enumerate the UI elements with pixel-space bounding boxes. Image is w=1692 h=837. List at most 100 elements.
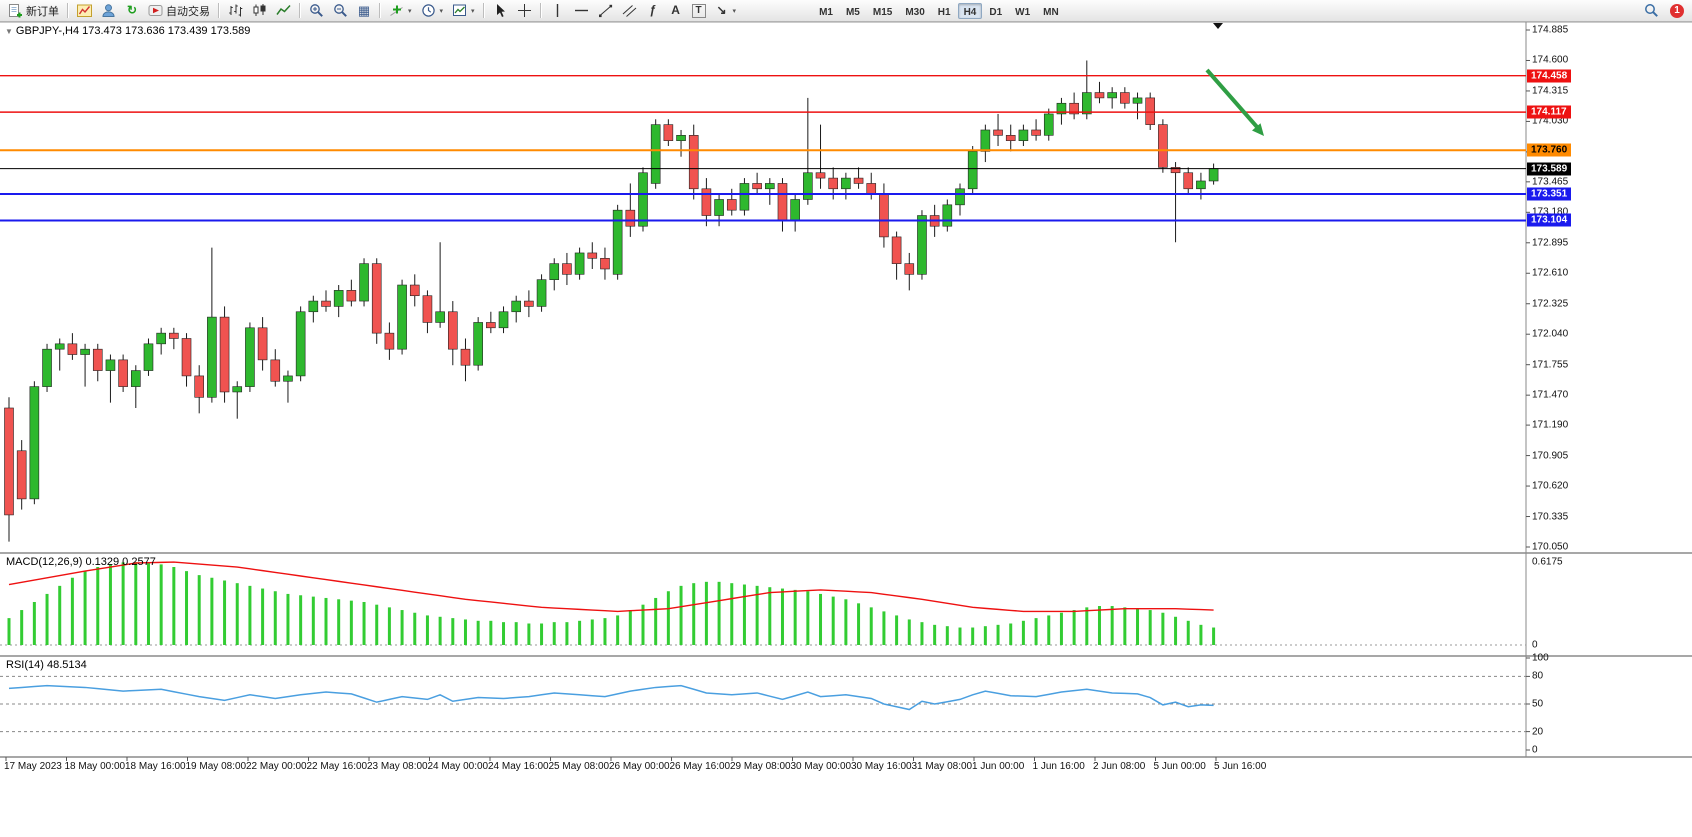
price-tick-label: 172.325 xyxy=(1532,298,1569,310)
new-order-icon xyxy=(8,3,23,18)
timeframe-button-H4[interactable]: H4 xyxy=(957,2,983,19)
price-badge-173.760: 173.760 xyxy=(1527,143,1572,157)
channel-tool-button[interactable] xyxy=(618,1,641,20)
price-tick-label: 170.905 xyxy=(1532,450,1569,462)
main-chart-plot-area[interactable] xyxy=(0,22,1526,553)
time-axis-label: 23 May 08:00 xyxy=(367,761,428,772)
price-tick-label: 171.190 xyxy=(1532,419,1569,431)
price-tick-label: 171.470 xyxy=(1532,389,1569,401)
templates-icon xyxy=(452,3,467,18)
text-label-tool-button[interactable]: T xyxy=(688,1,710,20)
toolbar-separator xyxy=(539,3,542,18)
charts-button[interactable] xyxy=(73,1,96,20)
macd-axis-label: 0 xyxy=(1532,639,1538,651)
refresh-button[interactable]: ↻ xyxy=(121,1,143,20)
price-tick-label: 174.315 xyxy=(1532,85,1569,97)
arrow-tool-icon: ↘ xyxy=(716,3,727,17)
price-tick-label: 174.600 xyxy=(1532,54,1569,66)
price-tick-label: 171.755 xyxy=(1532,359,1569,371)
time-axis-label: 5 Jun 16:00 xyxy=(1214,761,1267,772)
vertical-line-tool-button[interactable] xyxy=(546,1,569,20)
profile-button[interactable] xyxy=(97,1,120,20)
autotrading-icon xyxy=(148,3,163,18)
text-icon: A xyxy=(671,3,680,17)
candlestick-chart-button[interactable] xyxy=(248,1,271,20)
line-chart-button[interactable] xyxy=(272,1,295,20)
price-tick-label: 174.030 xyxy=(1532,115,1569,127)
fibonacci-icon: ƒ xyxy=(649,3,656,17)
chevron-down-icon: ▾ xyxy=(408,7,412,15)
arrows-tool-button[interactable]: ↘ ▾ xyxy=(711,1,741,20)
price-tick-label: 173.465 xyxy=(1532,176,1569,188)
time-axis-label: 1 Jun 00:00 xyxy=(972,761,1025,772)
autotrading-button[interactable]: 自动交易 xyxy=(144,1,214,20)
fibonacci-tool-button[interactable]: ƒ xyxy=(642,1,664,20)
text-label-icon: T xyxy=(691,3,706,18)
rsi-axis-label: 50 xyxy=(1532,698,1544,710)
price-badge-173.104: 173.104 xyxy=(1527,213,1572,227)
text-tool-button[interactable]: A xyxy=(665,1,687,20)
charts-icon xyxy=(77,3,92,18)
chevron-down-icon: ▾ xyxy=(732,7,737,15)
candlestick-chart-icon xyxy=(252,3,267,18)
horizontal-line-icon xyxy=(574,3,589,18)
bar-chart-button[interactable] xyxy=(224,1,247,20)
search-button[interactable] xyxy=(1640,1,1663,20)
time-axis-label: 26 May 16:00 xyxy=(669,761,731,772)
price-tick-label: 172.040 xyxy=(1532,328,1569,340)
rsi-axis-label: 80 xyxy=(1532,670,1544,682)
time-axis-label: 18 May 16:00 xyxy=(125,761,186,772)
time-axis-label: 29 May 08:00 xyxy=(730,761,791,772)
time-axis-label: 30 May 00:00 xyxy=(790,761,852,772)
profile-icon xyxy=(101,3,116,18)
zoom-in-button[interactable] xyxy=(305,1,328,20)
price-tick-label: 172.610 xyxy=(1532,267,1569,279)
cursor-tool-button[interactable] xyxy=(489,1,512,20)
zoom-out-button[interactable] xyxy=(329,1,352,20)
trendline-tool-button[interactable] xyxy=(594,1,617,20)
crosshair-tool-button[interactable] xyxy=(513,1,536,20)
indicators-button[interactable]: ▾ xyxy=(385,1,416,20)
notification-badge[interactable]: 1 xyxy=(1670,3,1684,18)
timeframe-button-M5[interactable]: M5 xyxy=(840,3,866,19)
timeframe-button-D1[interactable]: D1 xyxy=(983,3,1008,19)
rsi-axis-label: 0 xyxy=(1532,744,1538,756)
macd-panel[interactable] xyxy=(0,553,1526,656)
toolbar-separator xyxy=(482,3,485,18)
price-tick-label: 174.885 xyxy=(1532,24,1569,36)
price-badge-173.351: 173.351 xyxy=(1527,187,1572,201)
time-axis-label: 5 Jun 00:00 xyxy=(1153,761,1206,772)
timeframe-button-W1[interactable]: W1 xyxy=(1009,3,1036,19)
templates-button[interactable]: ▾ xyxy=(448,1,479,20)
collapse-arrow-icon[interactable]: ▼ xyxy=(5,27,13,36)
timeframe-button-M15[interactable]: M15 xyxy=(867,3,898,19)
price-tick-label: 172.895 xyxy=(1532,237,1569,249)
price-tick-label: 170.335 xyxy=(1532,511,1569,523)
periods-button[interactable]: ▾ xyxy=(417,1,448,20)
price-badge-174.458: 174.458 xyxy=(1527,69,1572,83)
channel-icon xyxy=(622,3,637,18)
timeframe-button-M1[interactable]: M1 xyxy=(813,3,839,19)
new-order-button[interactable]: 新订单 xyxy=(4,1,63,20)
time-axis-label: 31 May 08:00 xyxy=(911,761,973,772)
rsi-axis-label: 100 xyxy=(1532,652,1549,664)
price-badge-174.117: 174.117 xyxy=(1527,105,1571,119)
clock-icon xyxy=(421,3,436,18)
tile-windows-icon: ▦ xyxy=(357,3,371,18)
bar-chart-icon xyxy=(228,3,243,18)
time-axis-label: 19 May 08:00 xyxy=(185,761,247,772)
toolbar-separator xyxy=(67,3,69,18)
price-tick-label: 170.620 xyxy=(1532,480,1569,492)
horizontal-line-tool-button[interactable] xyxy=(570,1,593,20)
macd-axis-label: 0.6175 xyxy=(1532,556,1563,568)
rsi-panel[interactable] xyxy=(0,656,1526,757)
timeframe-button-MN[interactable]: MN xyxy=(1037,3,1065,19)
zoom-out-icon xyxy=(333,3,348,18)
toolbar-separator xyxy=(218,3,220,18)
toolbar-separator xyxy=(299,3,301,18)
timeframe-button-H1[interactable]: H1 xyxy=(932,3,957,19)
timeframe-button-M30[interactable]: M30 xyxy=(899,3,930,19)
price-tick-label: 170.050 xyxy=(1532,541,1569,553)
tile-windows-button[interactable]: ▦ xyxy=(353,1,375,20)
